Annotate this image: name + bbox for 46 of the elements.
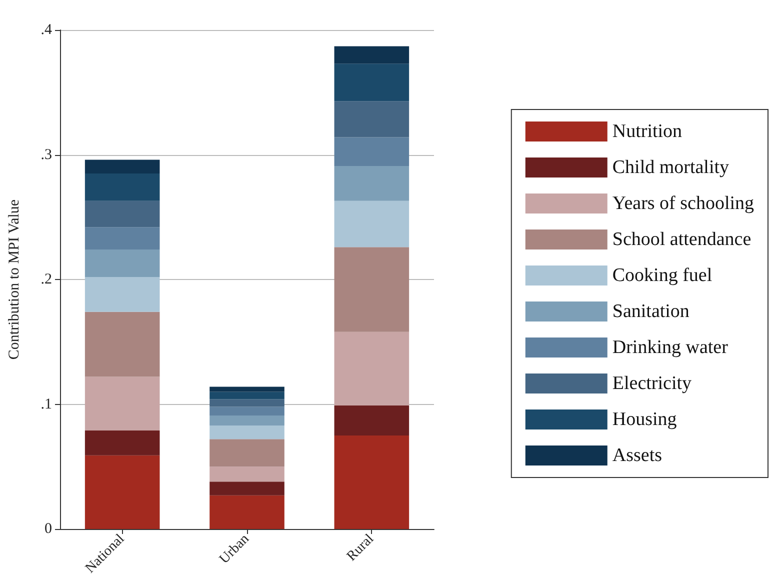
legend-label: School attendance [612,229,752,250]
y-tick-label: .3 [40,146,52,163]
bar [84,455,160,529]
legend-label: Years of schooling [612,193,754,214]
bar [210,415,284,426]
bar [84,200,160,228]
legend-label: Sanitation [612,301,690,322]
legend-label: Assets [612,445,662,466]
bar [334,200,410,248]
bar [334,166,410,201]
bar [210,495,284,529]
bar [210,399,284,407]
bar [334,46,410,64]
y-tick-label: .1 [40,396,52,412]
bar [84,312,160,377]
y-tick-label: .2 [40,272,52,288]
legend-label: Housing [612,409,678,430]
bar [334,137,410,166]
bar [210,425,284,440]
legend-label: Cooking fuel [612,265,712,286]
bar [84,430,160,456]
bar [84,160,160,174]
y-tick-label: 0 [44,521,52,537]
bar [84,173,160,201]
bar [84,376,160,430]
bar [334,64,410,102]
bar [210,392,284,400]
bar [210,439,284,467]
bar [334,435,410,529]
bar [84,250,160,278]
legend-label: Electricity [612,373,692,394]
legend-label: Child mortality [612,157,730,178]
bar [334,406,410,436]
bar [210,466,284,482]
bar [334,332,410,406]
bar [84,227,160,250]
legend-label: Drinking water [612,337,729,358]
y-tick-label: .4 [40,22,52,38]
bar [334,101,410,138]
y-axis-title: Contribution to MPI Value [6,199,22,360]
bar [210,482,284,496]
legend-label: Nutrition [612,121,683,142]
bar [210,386,284,392]
bar [84,277,160,312]
bar [210,406,284,416]
bar [334,247,410,332]
